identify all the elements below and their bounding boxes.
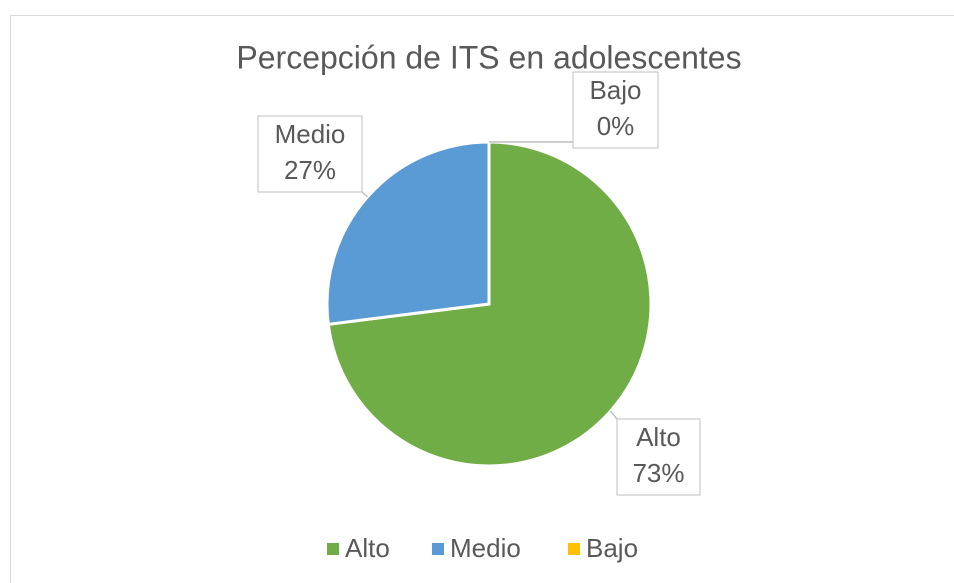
data-label-value: 0% (597, 111, 635, 141)
data-label-category: Medio (275, 119, 346, 149)
data-label-box (616, 418, 701, 496)
legend-label: Medio (450, 533, 521, 563)
leader-line (609, 410, 618, 420)
chart-title: Percepción de ITS en adolescentes (236, 39, 741, 75)
data-label-value: 27% (284, 155, 336, 185)
legend-label: Alto (345, 533, 390, 563)
data-label-category: Bajo (589, 75, 641, 105)
legend-swatch (568, 543, 580, 555)
data-label-category: Alto (636, 422, 681, 452)
legend-label: Bajo (586, 533, 638, 563)
legend-swatch (327, 543, 339, 555)
data-label-value: 73% (632, 458, 684, 488)
leader-line (361, 191, 368, 198)
data-label-box (257, 115, 363, 193)
legend-swatch (432, 543, 444, 555)
data-label-box (572, 71, 659, 149)
